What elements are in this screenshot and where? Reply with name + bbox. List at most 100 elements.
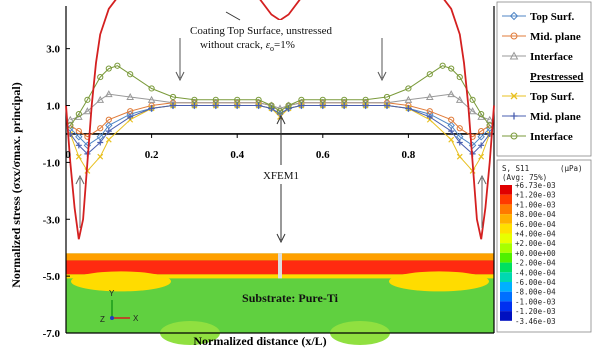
colorbar-label-14: -3.46e-03 [515,317,556,326]
y-tick-label-4: -5.0 [43,271,61,283]
x-tick-label-3: 0.6 [316,149,330,161]
series-1-point-25 [478,128,485,135]
colorbar-swatch-5 [500,233,512,244]
series-5-point-15 [285,102,292,109]
colorbar-label-9: -4.00e-04 [515,268,556,277]
series-5-point-21 [405,85,412,92]
series-4-point-20 [405,105,412,112]
colorbar-swatch-4 [500,223,512,234]
colorbar-label-6: +2.00e-04 [515,239,556,248]
series-2-point-2 [83,107,92,115]
legend-label-1: Mid. plane [530,31,581,43]
annotation-coating-text: without crack, [200,39,266,51]
colorbar-swatch-12 [500,301,512,312]
legend-marker-1 [510,32,518,40]
series-3-point-4 [105,136,112,143]
colorbar-swatch-9 [500,272,512,282]
series-4-point-8 [191,102,198,109]
series-1-point-23 [456,125,463,132]
fem-contour-right [389,271,489,292]
annotation-layer: Coating Top Surface, unstressed without … [75,11,487,305]
series-1-point-22 [448,116,455,123]
legend-label-2: Interface [530,51,573,63]
legend-label-3: Top Surf. [530,91,574,103]
annotation-epsilon-subscript: o [270,44,274,53]
series-4-point-23 [456,139,463,146]
series-5-point-10 [212,96,219,103]
legend-label-5: Interface [530,131,573,143]
legend-label-0: Top Surf. [530,11,574,23]
triad-y-label: Y [109,289,115,298]
plot-frame [65,6,495,334]
series-4-point-22 [448,128,455,135]
series-2-point-22 [447,90,456,98]
series-5-point-8 [169,93,177,101]
series-4-point-9 [212,102,219,109]
annotation-coating-line2: without crack, εo=1% [200,39,295,53]
series-4-point-15 [298,102,305,109]
fem-contour-panel [66,253,494,345]
triad-z-dot [110,316,114,320]
series-4-point-21 [426,113,433,120]
series-1-point-3 [97,125,104,132]
annotation-coating-bg [178,20,356,52]
series-3-point-25 [478,153,485,160]
series-layer [65,0,495,240]
colorbar-label-0: +6.73e-03 [515,181,556,190]
series-4-point-1 [75,142,82,149]
colorbar-label-3: +8.00e-04 [515,210,556,219]
series-3-point-23 [456,153,463,160]
series-4-point-7 [170,102,176,109]
series-2-point-6 [147,95,156,103]
fem-contour-left [71,271,171,292]
colorbar-label-5: +4.00e-04 [515,230,556,239]
colorbar-label-11: -8.00e-04 [515,288,556,297]
colorbar-swatch-0 [500,185,512,195]
colorbar-box [496,159,592,333]
series-5-point-25 [456,73,463,81]
coordinate-triad: Y Z X [100,289,139,324]
annotation-substrate-label: Substrate: Pure-Ti [242,291,339,305]
annotation-xfem-arrowhead-up [276,114,286,125]
colorbar-swatch-1 [500,194,512,205]
series-2-point-20 [404,95,413,103]
legend-box [496,1,592,157]
series-5-point-18 [341,96,348,103]
legend-marker-4 [510,112,518,120]
series-1-point-4 [105,116,112,123]
series-2-point-21 [425,92,434,100]
legend: Top Surf. Mid. plane Interface Prestressed T… [496,1,592,157]
fem-crack [278,253,282,279]
series-4-point-25 [478,142,485,149]
colorbar-label-7: +0.00e+00 [515,249,556,258]
annotation-epsilon-value: =1% [274,39,295,51]
colorbar-header: S, S11 [502,164,529,173]
annotation-xfem-label: XFEM1 [263,170,299,182]
colorbar-label-12: -1.00e-03 [515,297,556,306]
series-4-point-10 [234,102,241,109]
legend-marker-0 [509,11,519,21]
series-4-point-5 [127,113,134,120]
series-5-point-23 [439,62,446,69]
series-2-point-3 [96,95,105,103]
legend-section-heading: Prestressed [530,71,583,83]
series-4-point-16 [319,102,326,109]
series-2-point-23 [455,95,464,103]
colorbar-avg: (Avg: 75%) [502,173,547,182]
annotation-epsilon-symbol: ε [266,39,271,51]
annotation-arrowhead-right [377,71,387,82]
series-5-point-3 [97,73,104,81]
series-5-point-4 [105,65,112,72]
y-tick-label-3: -3.0 [43,214,61,226]
colorbar-swatch-2 [500,204,512,215]
colorbar-label-2: +1.00e-03 [515,200,556,209]
series-2-point-5 [126,92,135,100]
series-5-point-12 [255,96,262,103]
series-4-point-3 [97,139,104,146]
colorbar-label-4: +6.00e-04 [515,220,556,229]
x-tick-label-0: 0 [65,149,71,161]
x-tick-label-4: 0.8 [402,149,416,161]
series-1-point-5 [127,108,134,115]
series-0-point-1 [75,133,83,141]
series-4-point-17 [341,102,348,109]
